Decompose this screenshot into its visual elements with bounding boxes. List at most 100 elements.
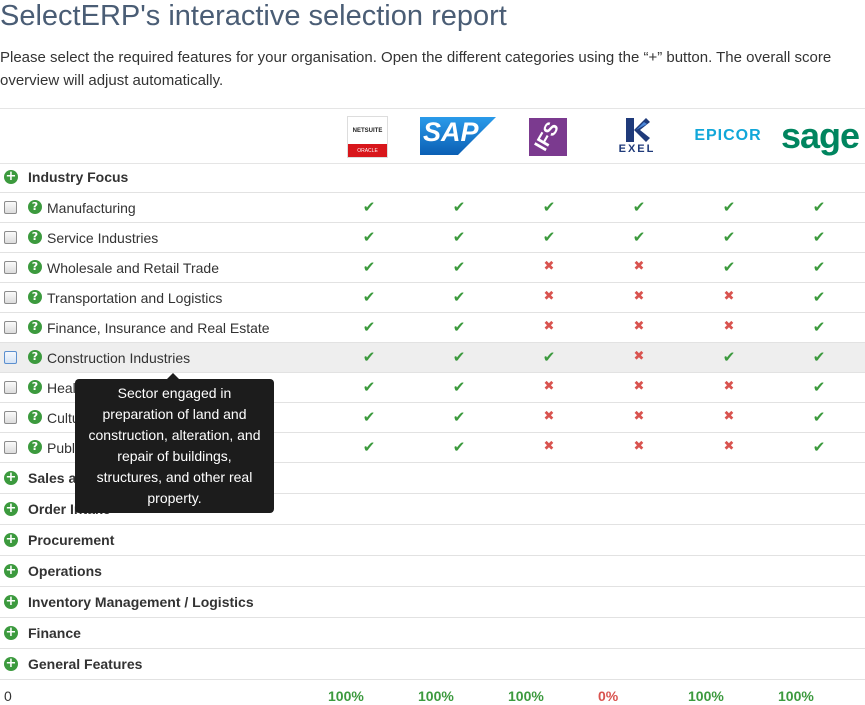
- help-question-icon[interactable]: ?: [28, 320, 42, 334]
- expand-plus-icon[interactable]: +: [4, 594, 18, 609]
- vendor-score: 0%: [598, 688, 619, 704]
- vendor-score: 100%: [688, 688, 724, 704]
- feature-row[interactable]: ? Finance, Insurance and Real Estate ✔ ✔ ✖ ✖ ✖…: [0, 313, 865, 343]
- check-icon: ✔: [722, 228, 736, 246]
- feature-checkbox[interactable]: [4, 261, 17, 274]
- expand-plus-icon[interactable]: +: [4, 470, 18, 485]
- vendor-score: 100%: [328, 688, 364, 704]
- category-row[interactable]: + Operations: [0, 556, 865, 587]
- expand-plus-icon[interactable]: +: [4, 532, 18, 547]
- feature-label: Service Industries: [47, 230, 159, 246]
- expand-plus-icon[interactable]: +: [4, 563, 18, 578]
- cross-icon: ✖: [543, 259, 555, 274]
- help-question-icon[interactable]: ?: [28, 350, 42, 364]
- score-footer: 0 100% 100% 100% 0% 100% 100%: [0, 682, 865, 705]
- help-question-icon[interactable]: ?: [28, 200, 42, 214]
- help-question-icon[interactable]: ?: [28, 290, 42, 304]
- cross-icon: ✖: [543, 379, 555, 394]
- check-icon: ✔: [812, 318, 826, 336]
- check-icon: ✔: [362, 408, 376, 426]
- feature-checkbox[interactable]: [4, 231, 17, 244]
- check-icon: ✔: [812, 198, 826, 216]
- check-icon: ✔: [452, 318, 466, 336]
- check-icon: ✔: [452, 438, 466, 456]
- feature-tooltip: Sector engaged in preparation of land an…: [75, 373, 274, 513]
- feature-checkbox[interactable]: [4, 441, 17, 454]
- check-icon: ✔: [452, 348, 466, 366]
- check-icon: ✔: [542, 348, 556, 366]
- expand-plus-icon[interactable]: +: [4, 501, 18, 516]
- help-question-icon[interactable]: ?: [28, 380, 42, 394]
- feature-row[interactable]: ? Construction Industries ✔ ✔ ✔ ✖ ✔ ✔: [0, 343, 865, 373]
- netsuite-logo-text: NETSUITE: [352, 127, 383, 134]
- check-icon: ✔: [632, 198, 646, 216]
- sage-logo: sage: [780, 115, 860, 157]
- intro-text: Please select the required features for …: [0, 49, 832, 89]
- check-icon: ✔: [362, 438, 376, 456]
- feature-checkbox[interactable]: [4, 381, 17, 394]
- check-icon: ✔: [542, 228, 556, 246]
- feature-checkbox[interactable]: [4, 321, 17, 334]
- cross-icon: ✖: [633, 319, 645, 334]
- feature-label: Construction Industries: [47, 350, 191, 366]
- category-label: Industry Focus: [28, 169, 129, 185]
- feature-row[interactable]: ? Manufacturing ✔ ✔ ✔ ✔ ✔ ✔: [0, 193, 865, 223]
- cross-icon: ✖: [723, 439, 735, 454]
- check-icon: ✔: [722, 258, 736, 276]
- cross-icon: ✖: [633, 259, 645, 274]
- feature-row[interactable]: ? Transportation and Logistics ✔ ✔ ✖ ✖ ✖ ✔: [0, 283, 865, 313]
- help-question-icon[interactable]: ?: [28, 260, 42, 274]
- feature-checkbox[interactable]: [4, 201, 17, 214]
- cross-icon: ✖: [633, 409, 645, 424]
- check-icon: ✔: [362, 318, 376, 336]
- feature-label: Wholesale and Retail Trade: [47, 260, 219, 276]
- feature-label: Manufacturing: [47, 200, 136, 216]
- check-icon: ✔: [362, 228, 376, 246]
- category-row[interactable]: + Finance: [0, 618, 865, 649]
- vendor-logo-header: NETSUITE ORACLE SAP IFS EXEL EPICOR sage: [0, 108, 865, 164]
- help-question-icon[interactable]: ?: [28, 440, 42, 454]
- expand-plus-icon[interactable]: +: [4, 625, 18, 640]
- check-icon: ✔: [452, 198, 466, 216]
- feature-label: Transportation and Logistics: [47, 290, 223, 306]
- feature-checkbox[interactable]: [4, 411, 17, 424]
- category-row[interactable]: + Procurement: [0, 525, 865, 556]
- category-label: Inventory Management / Logistics: [28, 594, 254, 610]
- vendor-score: 100%: [778, 688, 814, 704]
- cross-icon: ✖: [633, 439, 645, 454]
- help-question-icon[interactable]: ?: [28, 410, 42, 424]
- check-icon: ✔: [812, 228, 826, 246]
- check-icon: ✔: [812, 258, 826, 276]
- check-icon: ✔: [632, 228, 646, 246]
- feature-row[interactable]: ? Service Industries ✔ ✔ ✔ ✔ ✔ ✔: [0, 223, 865, 253]
- ifs-logo-text: IFS: [530, 118, 564, 155]
- netsuite-logo: NETSUITE ORACLE: [347, 116, 388, 158]
- check-icon: ✔: [362, 288, 376, 306]
- check-icon: ✔: [362, 198, 376, 216]
- check-icon: ✔: [812, 408, 826, 426]
- feature-row[interactable]: ? Wholesale and Retail Trade ✔ ✔ ✖ ✖ ✔ ✔: [0, 253, 865, 283]
- cross-icon: ✖: [543, 439, 555, 454]
- page-title: SelectERP's interactive selection report: [0, 0, 507, 32]
- category-row[interactable]: + Inventory Management / Logistics: [0, 587, 865, 618]
- check-icon: ✔: [722, 348, 736, 366]
- feature-row[interactable]: ?Public Sector✔✔✖✖✖✔: [0, 433, 865, 463]
- category-row[interactable]: + General Features: [0, 649, 865, 680]
- feature-checkbox[interactable]: [4, 351, 17, 364]
- feature-label: Finance, Insurance and Real Estate: [47, 320, 270, 336]
- epicor-logo-text: EPICOR: [694, 127, 762, 144]
- category-industry-focus[interactable]: + Industry Focus: [0, 162, 865, 193]
- category-label: General Features: [28, 656, 143, 672]
- expand-plus-icon[interactable]: +: [4, 169, 18, 184]
- cross-icon: ✖: [723, 409, 735, 424]
- cross-icon: ✖: [723, 319, 735, 334]
- check-icon: ✔: [812, 438, 826, 456]
- category-label: Procurement: [28, 532, 115, 548]
- cross-icon: ✖: [633, 289, 645, 304]
- expand-plus-icon[interactable]: +: [4, 656, 18, 671]
- feature-checkbox[interactable]: [4, 291, 17, 304]
- help-question-icon[interactable]: ?: [28, 230, 42, 244]
- check-icon: ✔: [452, 228, 466, 246]
- check-icon: ✔: [452, 378, 466, 396]
- sage-logo-text: sage: [780, 115, 860, 156]
